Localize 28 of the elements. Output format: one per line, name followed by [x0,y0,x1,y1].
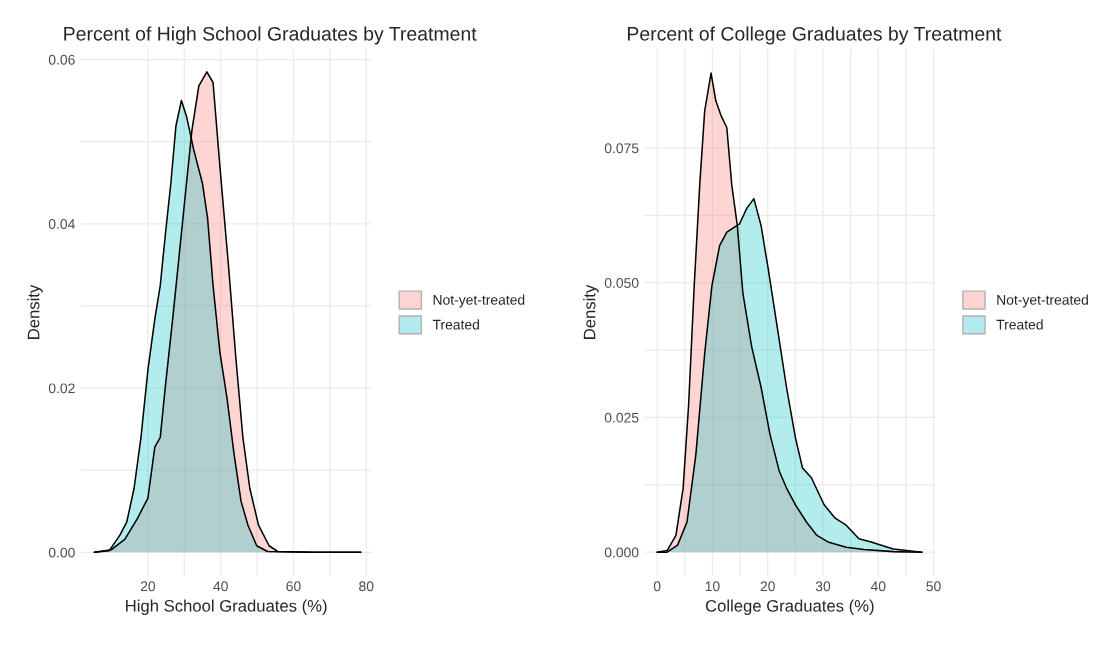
y-tick-label: 0.075 [604,143,639,154]
x-tick-label: 0 [653,581,661,592]
x-tick-label: 80 [359,581,374,592]
x-tick-label: 20 [760,581,775,592]
x-tick-label: 10 [705,581,720,592]
chart-title: Percent of College Graduates by Treatment [627,26,1002,45]
x-tick-label: 40 [870,581,886,592]
y-tick-label: 0.000 [604,547,639,558]
chart-title: Percent of High School Graduates by Treatment [64,26,477,45]
y-tick-label: 0.02 [48,383,75,394]
y-tick-label: 0.00 [48,547,75,558]
y-tick-label: 0.06 [48,54,75,65]
x-tick-label: 20 [140,581,156,592]
y-axis-title: Density [27,284,43,339]
legend-label: Treated [996,319,1043,330]
x-tick-label: 40 [213,581,228,592]
x-axis-title: High School Graduates (%) [126,599,327,616]
y-tick-label: 0.025 [604,412,639,423]
y-tick-label: 0.04 [48,219,75,229]
legend-label: Treated [432,319,479,330]
y-axis-title: Density [583,284,599,339]
x-tick-label: 60 [286,581,301,592]
legend-label: Not-yet-treated [997,294,1088,308]
y-tick-label: 0.050 [604,278,639,288]
x-tick-label: 30 [815,581,831,592]
legend-label: Not-yet-treated [433,294,525,308]
x-axis-title: College Graduates (%) [705,599,874,616]
x-tick-label: 50 [926,581,941,592]
